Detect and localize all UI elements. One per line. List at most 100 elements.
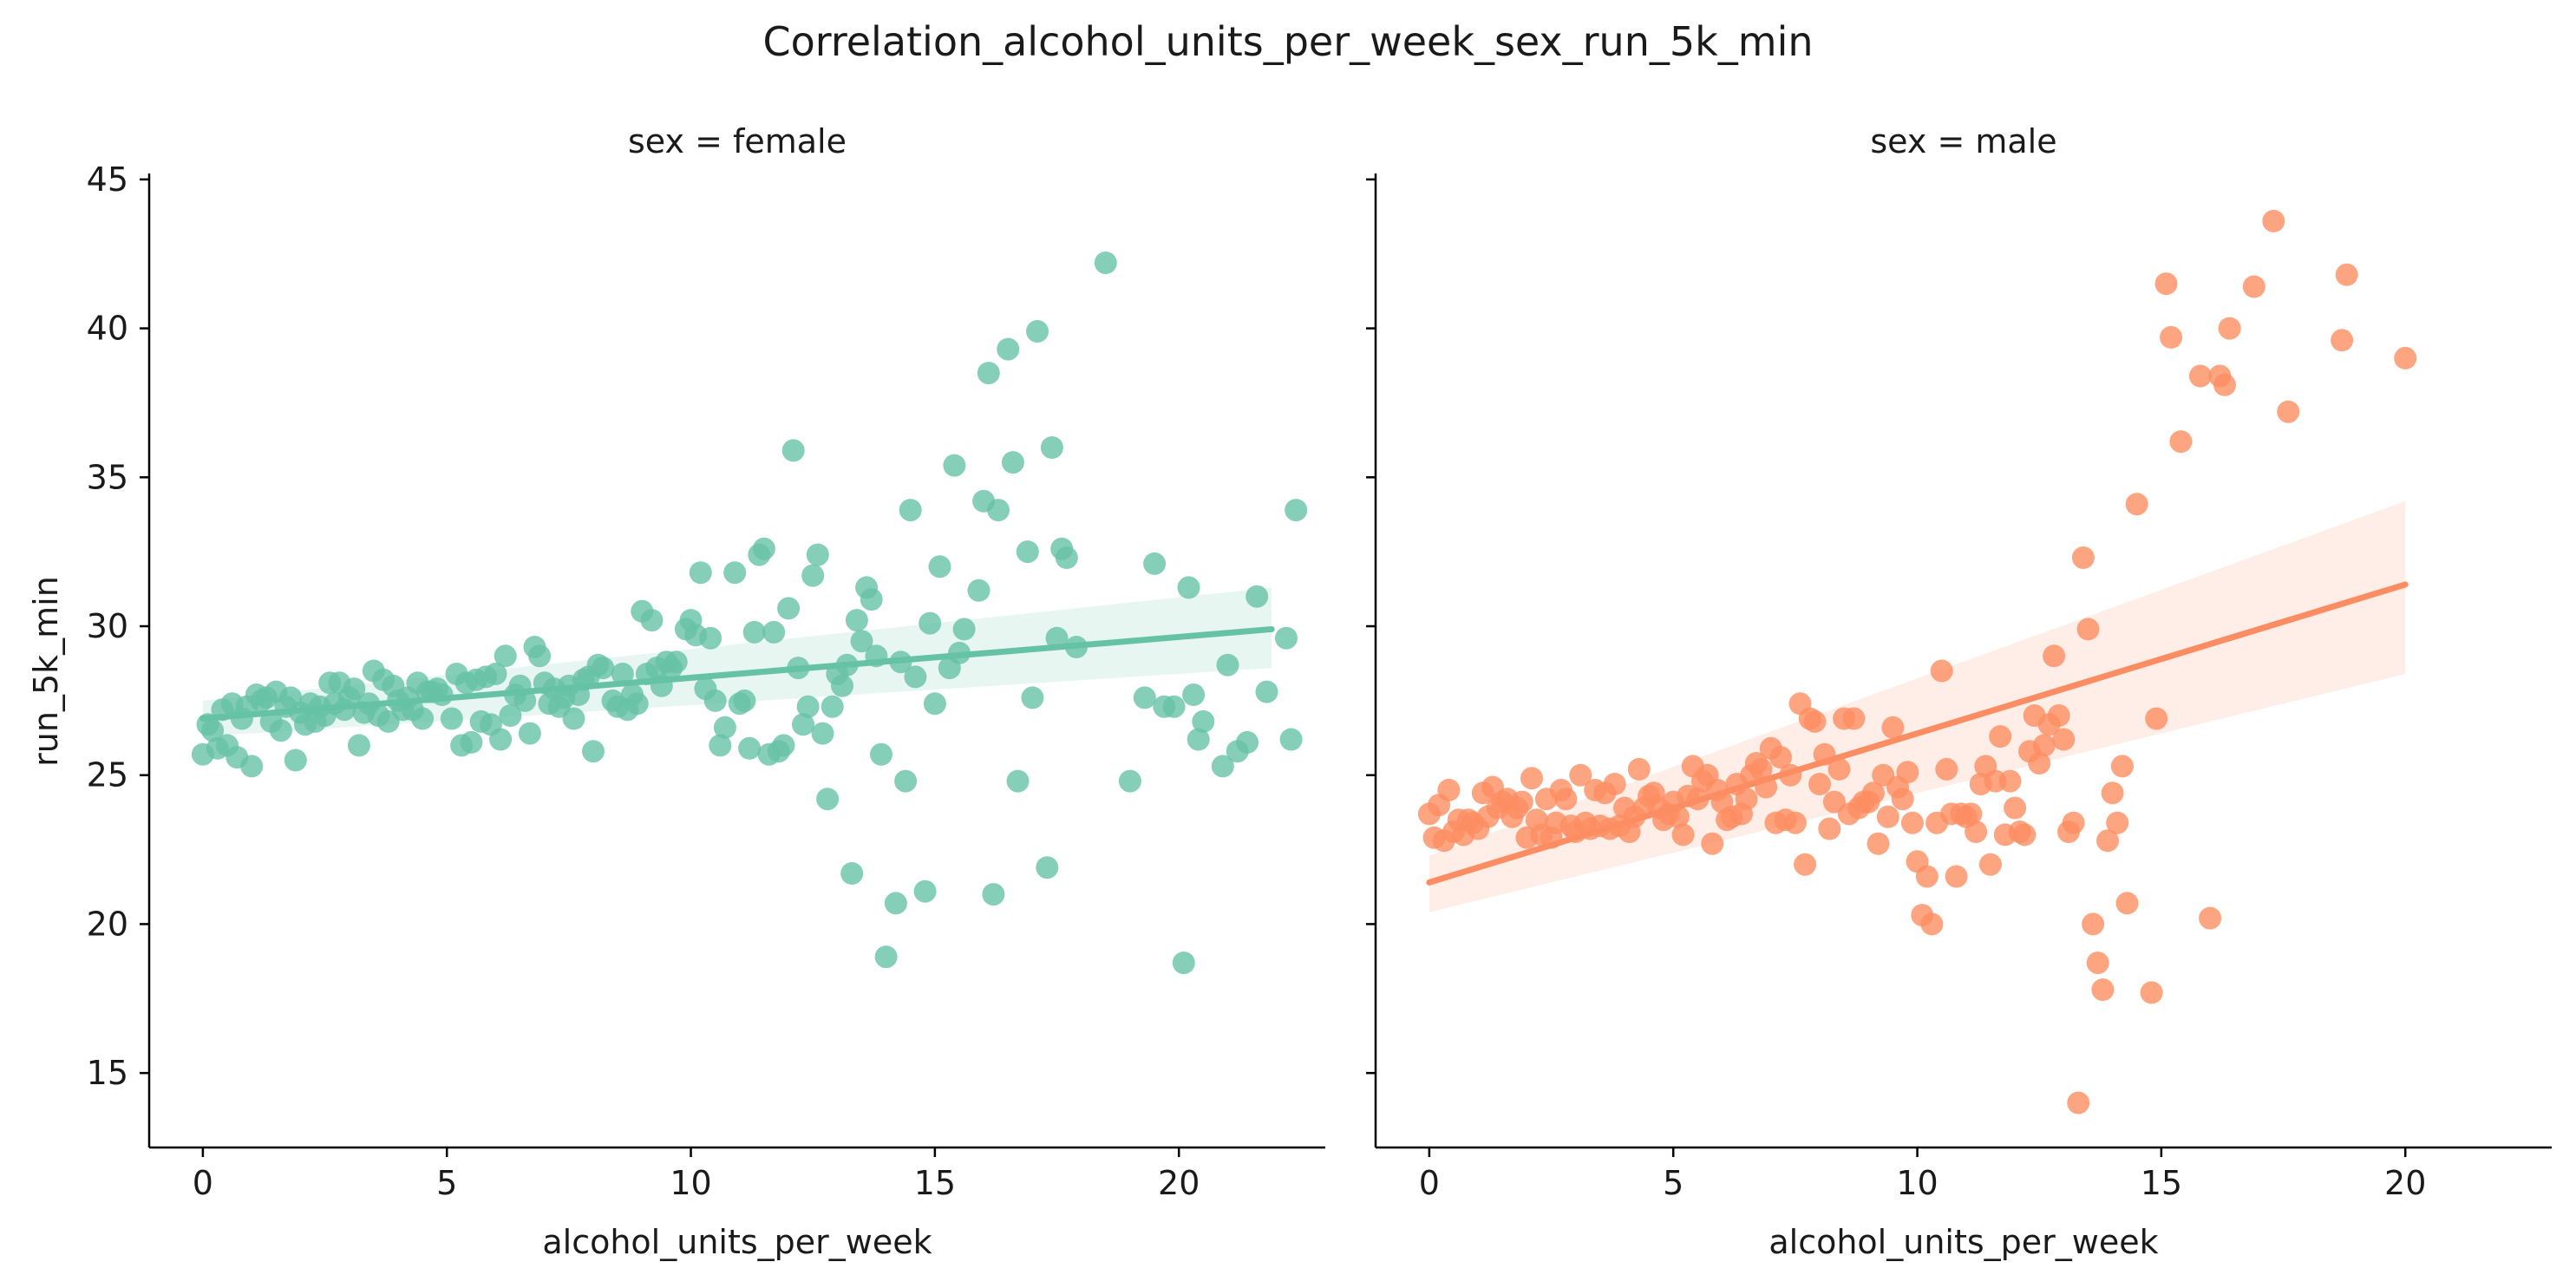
data-point: [816, 788, 840, 811]
data-point: [269, 719, 292, 742]
data-point: [2140, 981, 2163, 1004]
data-point: [2013, 823, 2037, 847]
data-point: [1172, 951, 1195, 975]
data-point: [1920, 912, 1944, 936]
data-point: [2110, 755, 2134, 778]
data-point: [982, 883, 1005, 906]
data-point: [1930, 659, 1953, 683]
data-point: [284, 749, 307, 772]
data-point: [870, 742, 892, 766]
data-point: [894, 769, 918, 793]
x-tick-label: 20: [1158, 1164, 1200, 1202]
data-point: [2067, 1091, 2090, 1115]
data-point: [742, 620, 766, 644]
data-point: [640, 609, 664, 632]
data-point: [1006, 769, 1030, 793]
data-point: [777, 597, 801, 620]
data-point: [1520, 767, 1543, 790]
data-point: [1603, 773, 1626, 795]
data-point: [884, 892, 907, 915]
data-point: [1055, 546, 1078, 569]
data-point: [1808, 773, 1831, 795]
data-point: [1143, 552, 1167, 575]
data-point: [2028, 752, 2051, 775]
data-point: [1216, 653, 1239, 677]
data-point: [1236, 730, 1259, 754]
data-point: [1026, 320, 1049, 343]
data-point: [611, 663, 634, 685]
data-point: [2062, 811, 2085, 834]
data-point: [738, 736, 762, 760]
x-tick-label: 0: [193, 1164, 213, 1202]
data-point: [806, 543, 829, 566]
data-point: [411, 707, 435, 730]
data-point: [1783, 811, 1807, 834]
panel-male: sex = male 0 5 10 15 20 alcohol_units_per_week: [1366, 122, 2552, 1261]
data-point: [1627, 757, 1651, 781]
data-point: [2091, 978, 2115, 1001]
data-point: [1016, 540, 1039, 564]
data-point: [1749, 757, 1773, 781]
data-point: [1569, 763, 1592, 787]
data-point: [2082, 912, 2105, 936]
data-point: [2331, 329, 2354, 352]
data-point: [1998, 769, 2022, 793]
x-tick-label: 15: [2141, 1164, 2182, 1202]
data-point: [2086, 951, 2109, 975]
data-point: [781, 439, 805, 462]
data-point: [2262, 209, 2285, 232]
data-point: [860, 588, 883, 611]
data-point: [997, 337, 1020, 361]
data-point: [752, 537, 775, 560]
data-point: [1036, 856, 1059, 879]
data-point: [460, 730, 483, 754]
data-point: [821, 695, 844, 718]
data-point: [987, 499, 1010, 522]
data-point: [2101, 781, 2124, 805]
data-point: [1842, 707, 1866, 730]
data-point: [1945, 865, 1968, 888]
data-point: [494, 644, 517, 668]
data-point: [1769, 746, 1792, 769]
data-point: [2076, 618, 2100, 641]
data-point: [967, 579, 991, 602]
data-point: [928, 555, 951, 579]
data-point: [1671, 823, 1695, 847]
y-tick-label: 35: [87, 458, 128, 496]
data-point: [1867, 832, 1890, 855]
panel-female: sex = female 15 20 25 30 35 40 45 0 5 10 15 20 alcoho…: [87, 122, 1325, 1261]
data-point: [2218, 317, 2241, 340]
data-point: [845, 609, 868, 632]
data-point: [1040, 436, 1063, 459]
data-point: [1554, 788, 1578, 811]
data-point: [1285, 499, 1308, 522]
data-point: [709, 734, 732, 757]
data-point: [977, 362, 1000, 385]
data-point: [699, 626, 722, 650]
data-point: [2160, 325, 2183, 349]
data-point: [840, 862, 864, 885]
data-point: [1735, 788, 1758, 811]
data-point: [1001, 451, 1024, 474]
data-point: [1021, 686, 1044, 709]
y-tick-label: 45: [87, 160, 128, 199]
data-point: [1881, 716, 1905, 739]
data-point: [2199, 906, 2222, 930]
data-point: [1900, 811, 1924, 834]
data-point: [1794, 853, 1817, 876]
data-point: [772, 734, 795, 757]
regression-line: [199, 625, 1275, 722]
y-tick-label: 30: [87, 607, 128, 645]
data-point: [952, 618, 976, 641]
data-point: [1803, 709, 1827, 733]
data-point: [2115, 892, 2139, 915]
data-point: [2188, 364, 2212, 388]
data-point: [1876, 805, 1899, 828]
data-point: [1915, 865, 1939, 888]
data-point: [625, 692, 649, 716]
data-point: [664, 651, 688, 674]
x-axis-label: alcohol_units_per_week: [1769, 1223, 2158, 1261]
y-tick-label: 20: [87, 905, 128, 943]
data-point: [1187, 728, 1210, 751]
data-point: [518, 722, 541, 745]
